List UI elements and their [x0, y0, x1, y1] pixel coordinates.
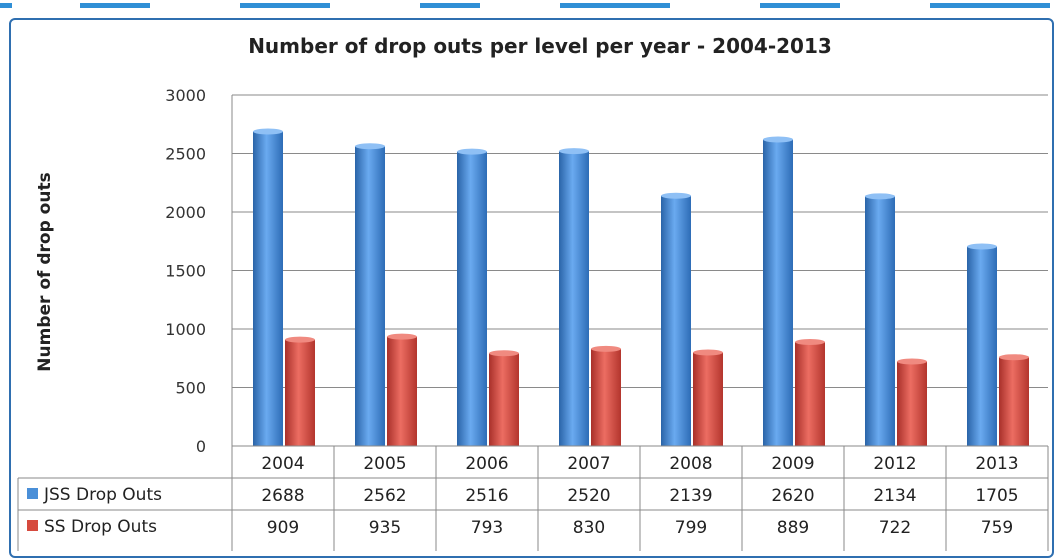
data-label: 799: [675, 518, 707, 538]
bar-ss: [591, 345, 621, 446]
data-label: 935: [369, 518, 401, 538]
bar-ss: [285, 336, 315, 446]
data-label: 722: [879, 518, 911, 538]
bar-jss: [661, 192, 691, 446]
x-tick-label: 2009: [771, 454, 814, 474]
x-tick-label: 2004: [261, 454, 304, 474]
data-label: 793: [471, 518, 503, 538]
data-label: 830: [573, 518, 605, 538]
bar-ss: [489, 350, 519, 446]
bar-jss: [967, 243, 997, 446]
bar-jss: [865, 193, 895, 446]
data-label: 2520: [567, 486, 610, 506]
y-tick-label: 2500: [165, 145, 206, 164]
x-tick-label: 2005: [363, 454, 406, 474]
x-tick-label: 2008: [669, 454, 712, 474]
y-axis-label: Number of drop outs: [35, 172, 55, 371]
bar-jss: [355, 143, 385, 446]
y-tick-label: 3000: [165, 86, 206, 105]
data-label: 2620: [771, 486, 814, 506]
bar-ss: [693, 349, 723, 446]
bar-jss: [253, 128, 283, 446]
bar-ss: [795, 338, 825, 446]
bar-jss: [763, 136, 793, 446]
x-tick-label: 2007: [567, 454, 610, 474]
legend-swatch-ss: [27, 520, 38, 531]
x-tick-label: 2006: [465, 454, 508, 474]
data-label: 909: [267, 518, 299, 538]
bar-ss: [999, 354, 1029, 446]
y-tick-label: 500: [175, 379, 206, 398]
data-label: 2562: [363, 486, 406, 506]
legend-label-ss: SS Drop Outs: [44, 517, 157, 537]
y-tick-label: 2000: [165, 203, 206, 222]
data-label: 759: [981, 518, 1013, 538]
data-label: 1705: [975, 486, 1018, 506]
y-tick-label: 1500: [165, 262, 206, 281]
data-label: 2139: [669, 486, 712, 506]
bar-jss: [559, 148, 589, 446]
bar-ss: [387, 333, 417, 446]
cropped-caption-strip: [0, 0, 1063, 12]
legend-label-jss: JSS Drop Outs: [43, 485, 162, 505]
data-label: 2688: [261, 486, 304, 506]
data-label: 2516: [465, 486, 508, 506]
legend-swatch-jss: [27, 488, 38, 499]
bar-jss: [457, 148, 487, 447]
data-label: 2134: [873, 486, 916, 506]
x-tick-label: 2012: [873, 454, 916, 474]
x-tick-label: 2013: [975, 454, 1018, 474]
y-tick-label: 0: [196, 437, 206, 456]
chart-title: Number of drop outs per level per year -…: [248, 34, 832, 58]
bar-ss: [897, 358, 927, 446]
y-tick-label: 1000: [165, 320, 206, 339]
data-label: 889: [777, 518, 809, 538]
